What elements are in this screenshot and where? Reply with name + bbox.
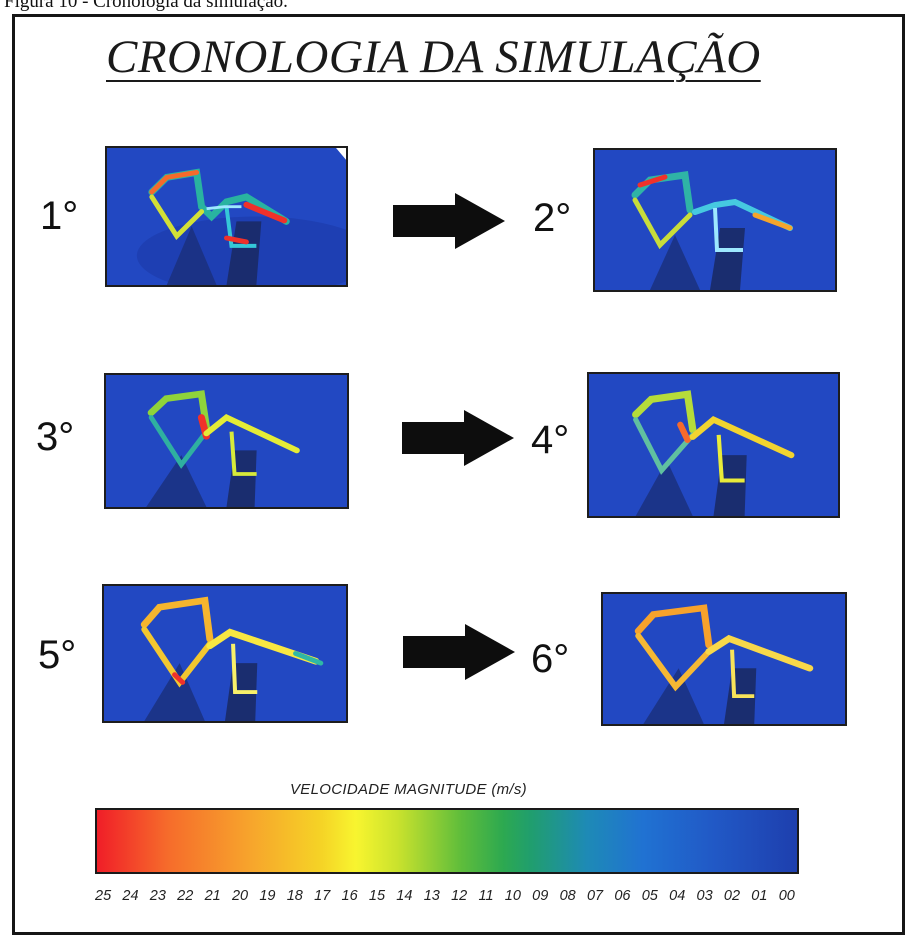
colorbar-tick-label: 07 — [586, 888, 604, 904]
simulation-frame-6 — [601, 592, 847, 726]
arrow-right-icon — [393, 193, 505, 249]
colorbar-tick-label: 21 — [204, 888, 221, 904]
step-5-label: 5° — [38, 633, 77, 677]
colorbar-title: VELOCIDADE MAGNITUDE (m/s) — [290, 781, 527, 798]
simulation-frame-5 — [102, 584, 348, 723]
colorbar-tick-label: 19 — [259, 888, 276, 904]
step-2-label: 2° — [533, 196, 572, 240]
simulation-frame-1 — [105, 146, 348, 287]
colorbar-tick-label: 22 — [177, 888, 194, 904]
colorbar-ticks: 25 24 23 22 21 20 19 18 17 16 15 14 13 12 11 10 09 08 07 06… — [95, 888, 795, 904]
step-6-label: 6° — [531, 637, 570, 681]
colorbar-tick-label: 02 — [723, 888, 741, 904]
colorbar-tick-label: 18 — [286, 888, 303, 904]
colorbar-tick-label: 06 — [614, 888, 631, 904]
colorbar-tick-label: 13 — [423, 888, 440, 904]
colorbar-tick-label: 16 — [341, 888, 358, 904]
colorbar-tick-label: 03 — [696, 888, 713, 904]
colorbar-tick-label: 01 — [751, 888, 768, 904]
colorbar-tick-label: 14 — [396, 888, 413, 904]
colorbar-tick-label: 04 — [669, 888, 686, 904]
colorbar-tick-label: 00 — [778, 888, 795, 904]
simulation-frame-3 — [104, 373, 349, 509]
colorbar-tick-label: 23 — [149, 888, 166, 904]
figure-title: CRONOLOGIA DA SIMULAÇÃO — [106, 31, 761, 83]
colorbar-tick-label: 25 — [95, 888, 112, 904]
colorbar-tick-label: 10 — [504, 888, 521, 904]
step-4-label: 4° — [531, 418, 570, 462]
simulation-frame-2 — [593, 148, 837, 292]
colorbar-tick-label: 05 — [641, 888, 658, 904]
colorbar-tick-label: 08 — [559, 888, 576, 904]
colorbar-tick-label: 24 — [122, 888, 139, 904]
figure-caption: Figura 10 - Cronologia da simulação. — [4, 0, 288, 12]
colorbar-tick-label: 15 — [368, 888, 386, 904]
simulation-frame-4 — [587, 372, 840, 518]
colorbar-tick-label: 20 — [231, 888, 249, 904]
colorbar-tick-label: 11 — [478, 888, 494, 904]
arrow-right-icon — [403, 624, 515, 680]
colorbar-tick-label: 12 — [451, 888, 468, 904]
arrow-right-icon — [402, 410, 514, 466]
colorbar-tick-label: 09 — [532, 888, 549, 904]
step-3-label: 3° — [36, 415, 75, 459]
step-1-label: 1° — [40, 194, 79, 238]
colorbar-tick-label: 17 — [314, 888, 331, 904]
velocity-colorbar — [95, 808, 799, 874]
